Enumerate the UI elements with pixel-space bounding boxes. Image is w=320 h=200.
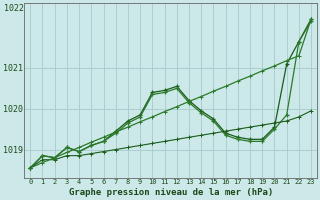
Text: 1022: 1022 xyxy=(4,4,24,13)
X-axis label: Graphe pression niveau de la mer (hPa): Graphe pression niveau de la mer (hPa) xyxy=(68,188,273,197)
